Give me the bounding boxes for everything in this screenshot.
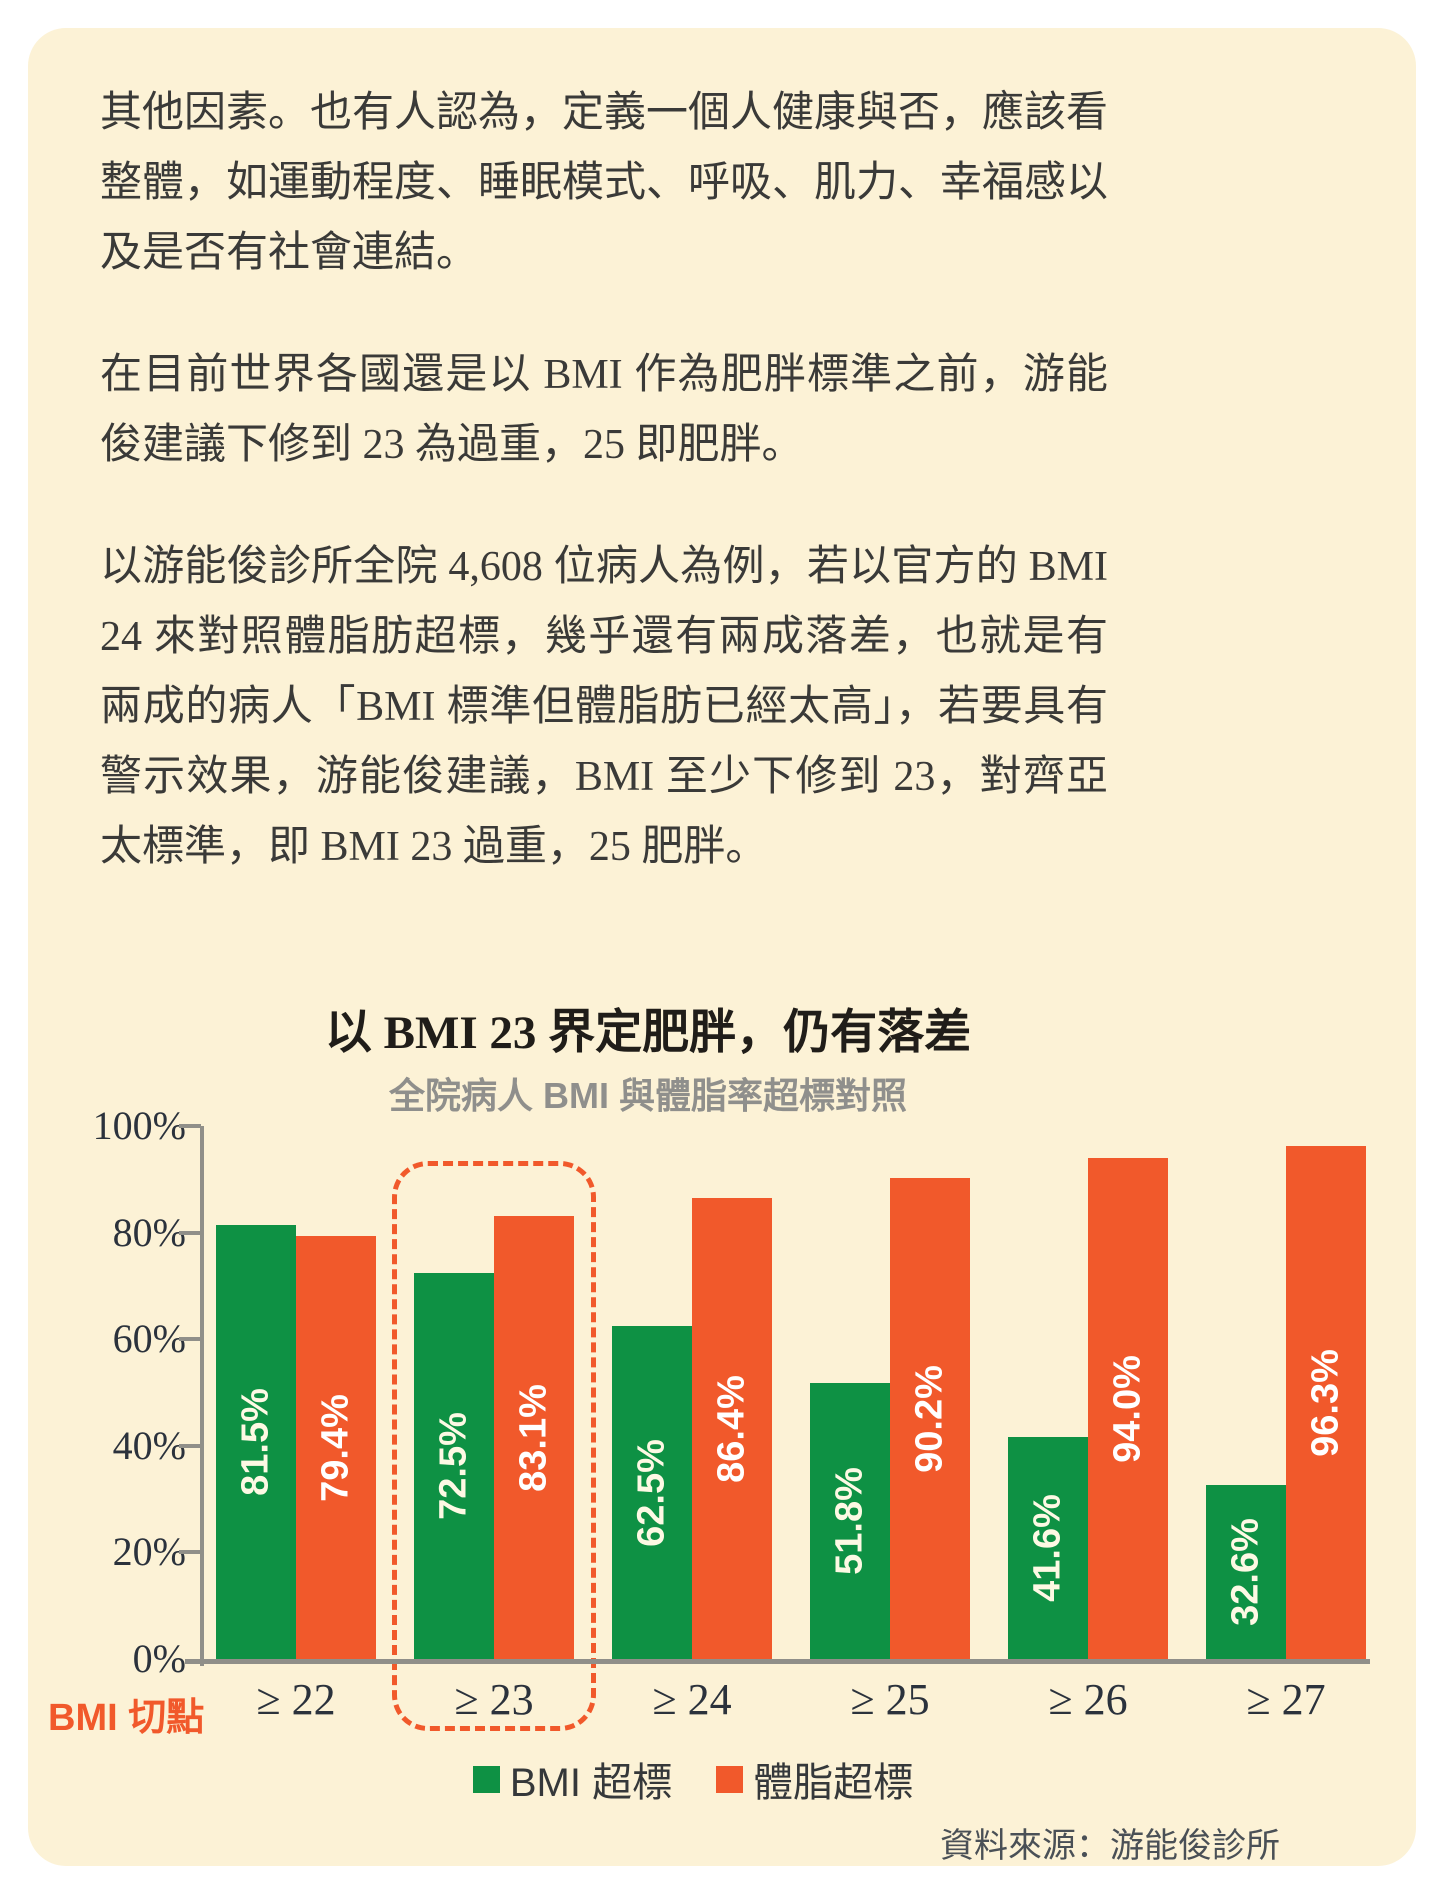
y-tick-mark — [179, 1230, 201, 1235]
chart-header: 以 BMI 23 界定肥胖，仍有落差 全院病人 BMI 與體脂率超標對照 — [48, 1004, 1248, 1118]
bmi-bodyfat-chart: 以 BMI 23 界定肥胖，仍有落差 全院病人 BMI 與體脂率超標對照 0% 2… — [48, 1004, 1416, 1891]
x-tick-label: ≥ 27 — [1246, 1675, 1326, 1724]
y-tick-mark — [179, 1124, 201, 1128]
bar: 51.8% — [810, 1383, 890, 1659]
y-axis-line — [200, 1126, 204, 1666]
x-axis-labels: ≥ 22 ≥ 23 ≥ 24 ≥ 25 ≥ 26 ≥ 27 — [216, 1674, 1366, 1725]
bar-value-label: 32.6% — [1224, 1518, 1267, 1626]
bar-group: 32.6% 96.3% — [1206, 1126, 1366, 1659]
bar: 72.5% — [414, 1273, 494, 1659]
x-tick-label: ≥ 25 — [850, 1675, 930, 1724]
bar: 79.4% — [296, 1236, 376, 1659]
bar-group: 62.5% 86.4% — [612, 1126, 772, 1659]
bar: 81.5% — [216, 1225, 296, 1659]
bar-value-label: 83.1% — [512, 1383, 555, 1492]
bar: 83.1% — [494, 1216, 574, 1659]
bar-group: 51.8% 90.2% — [810, 1126, 970, 1659]
y-tick-label: 20% — [112, 1529, 186, 1575]
bar-value-label: 41.6% — [1026, 1494, 1069, 1602]
bar-value-label: 62.5% — [630, 1438, 673, 1547]
bar-group: 81.5% 79.4% — [216, 1126, 376, 1659]
y-tick-mark — [179, 1443, 201, 1448]
x-tick-label: ≥ 23 — [454, 1675, 534, 1724]
bar-value-label: 51.8% — [828, 1467, 871, 1575]
highlight-dashed-box — [392, 1161, 596, 1731]
bar-value-label: 79.4% — [314, 1393, 357, 1502]
paragraph-3: 以游能俊診所全院 4,608 位病人為例，若以官方的 BMI 24 來對照體脂肪… — [100, 544, 1108, 870]
bar-value-label: 86.4% — [710, 1374, 753, 1483]
bar-value-label: 90.2% — [908, 1364, 951, 1473]
bar-group: 41.6% 94.0% — [1008, 1126, 1168, 1659]
x-axis-line — [185, 1659, 1370, 1664]
y-tick-label: 100% — [92, 1103, 186, 1148]
chart-title: 以 BMI 23 界定肥胖，仍有落差 — [324, 1007, 972, 1059]
legend-item: BMI 超標 — [472, 1750, 673, 1808]
bar: 62.5% — [612, 1326, 692, 1659]
bar: 41.6% — [1008, 1437, 1088, 1659]
x-axis-title: BMI 切點 — [48, 1697, 205, 1739]
bar-value-label: 81.5% — [234, 1388, 277, 1496]
y-tick-label: 80% — [112, 1209, 186, 1255]
bar-value-label: 96.3% — [1304, 1348, 1347, 1457]
y-tick-mark — [179, 1337, 201, 1342]
bar-value-label: 94.0% — [1106, 1354, 1149, 1463]
legend-label: 體脂超標 — [753, 1761, 914, 1805]
legend-swatch-icon — [472, 1765, 500, 1793]
x-tick-label: ≥ 22 — [256, 1675, 336, 1724]
chart-subtitle: 全院病人 BMI 與體脂率超標對照 — [389, 1075, 907, 1116]
bar: 86.4% — [692, 1198, 772, 1659]
chart-plot-area: 0% 20% 40% 60% 80% 100% 81.5% 79.4% 72.5% 83.1% 6… — [48, 1103, 1388, 1891]
x-tick-label: ≥ 24 — [652, 1675, 732, 1724]
bar-group: 72.5% 83.1% — [414, 1126, 574, 1659]
y-tick-label: 0% — [132, 1636, 186, 1681]
legend-label: BMI 超標 — [509, 1761, 673, 1805]
paragraph-2: 在目前世界各國還是以 BMI 作為肥胖標準之前，游能俊建議下修到 23 為過重，… — [100, 352, 1108, 468]
x-tick-label: ≥ 26 — [1048, 1675, 1128, 1724]
chart-legend: BMI 超標 體脂超標 — [48, 1750, 1338, 1808]
legend-item: 體脂超標 — [716, 1750, 913, 1808]
bar: 32.6% — [1206, 1485, 1286, 1659]
bar: 90.2% — [890, 1178, 970, 1659]
bar: 96.3% — [1286, 1146, 1366, 1659]
source-caption: 資料來源：游能俊診所 — [940, 1828, 1280, 1865]
y-tick-label: 60% — [112, 1316, 186, 1362]
article-panel: 其他因素。也有人認為，定義一個人健康與否，應該看整體，如運動程度、睡眠模式、呼吸… — [28, 28, 1416, 1866]
bar: 94.0% — [1088, 1158, 1168, 1659]
y-tick-mark — [179, 1550, 201, 1555]
legend-swatch-icon — [716, 1765, 744, 1793]
bar-group-container: 81.5% 79.4% 72.5% 83.1% 62.5% 86.4% 51.8% 90.2%… — [216, 1126, 1366, 1659]
bar-value-label: 72.5% — [432, 1412, 475, 1520]
paragraph-1: 其他因素。也有人認為，定義一個人健康與否，應該看整體，如運動程度、睡眠模式、呼吸… — [100, 90, 1109, 276]
y-tick-label: 40% — [112, 1422, 186, 1468]
